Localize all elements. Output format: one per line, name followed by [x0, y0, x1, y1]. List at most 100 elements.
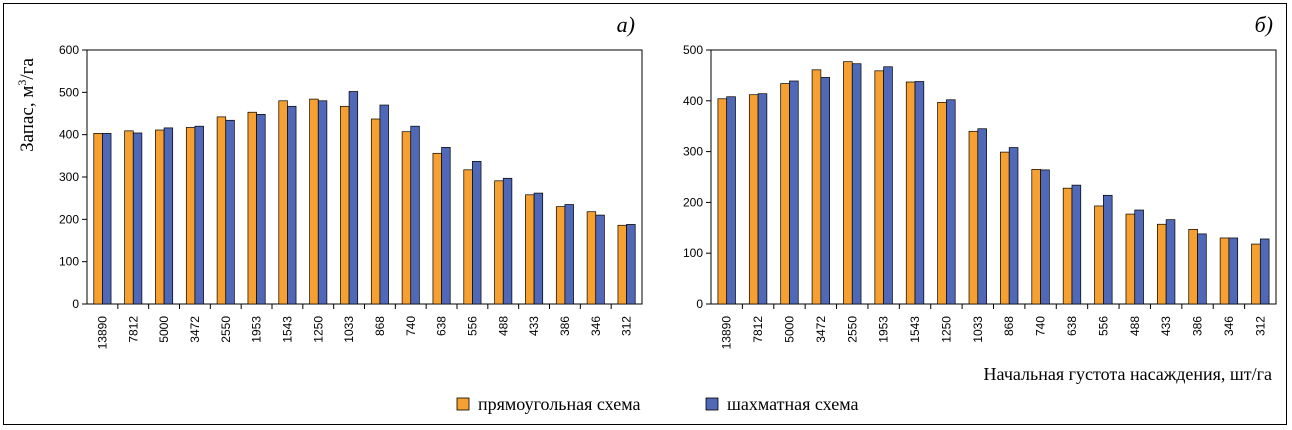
y-tick-label: 0 — [72, 297, 79, 311]
x-tick-label: 5000 — [782, 316, 796, 343]
bar-staggered — [789, 80, 799, 305]
y-tick-label: 300 — [59, 170, 79, 184]
bar-staggered — [820, 77, 830, 305]
bar-staggered — [914, 81, 925, 305]
x-tick-label: 1033 — [342, 316, 356, 343]
x-tick-label: 13890 — [720, 316, 734, 350]
bar-staggered — [1259, 238, 1270, 305]
bar-staggered — [132, 132, 143, 305]
x-tick-label: 346 — [1222, 316, 1236, 336]
bar-staggered — [883, 66, 893, 305]
bar-staggered — [410, 125, 420, 305]
bar-staggered — [1228, 237, 1239, 305]
y-axis-b: 0 100 200 300 400 500 — [683, 43, 711, 311]
bar-rectangular — [555, 206, 566, 305]
bar-rectangular — [401, 131, 412, 305]
bar-rectangular — [748, 94, 759, 305]
x-tick-label: 638 — [1065, 316, 1079, 336]
x-tick-label: 868 — [373, 316, 387, 336]
x-tick-label: 386 — [558, 316, 572, 336]
bar-rectangular — [1125, 213, 1136, 305]
bar-staggered — [1165, 219, 1176, 305]
bar-rectangular — [432, 152, 442, 305]
chart-b: б) 0 100 200 300 400 500 13890 7812 5000 3472 255… — [683, 12, 1277, 384]
bar-staggered — [1040, 169, 1050, 305]
bar-rectangular — [1188, 228, 1198, 305]
bar-staggered — [472, 160, 482, 305]
chart-a: а) Запас, м3/га 0 100 200 300 400 500 600 1389… — [15, 12, 643, 349]
y-tick-label: 400 — [683, 94, 703, 108]
bar-rectangular — [1156, 223, 1167, 305]
y-tick-label: 200 — [59, 212, 79, 226]
x-tick-label: 868 — [1002, 316, 1016, 336]
bar-rectangular — [216, 116, 227, 305]
bar-rectangular — [874, 70, 884, 305]
y-tick-label: 300 — [683, 145, 703, 159]
x-tick-label: 5000 — [157, 316, 171, 343]
x-tick-label: 433 — [1159, 316, 1173, 336]
bar-rectangular — [309, 98, 319, 305]
bars-a — [93, 91, 636, 305]
bar-staggered — [348, 91, 359, 305]
legend-label-rect: прямоугольная схема — [478, 394, 640, 414]
x-tick-label: 7812 — [751, 316, 765, 343]
bar-rectangular — [937, 101, 947, 305]
bar-staggered — [256, 113, 266, 305]
legend: прямоугольная схема шахматная схема — [456, 394, 858, 414]
x-tick-label: 433 — [527, 316, 541, 336]
x-tick-label: 2550 — [219, 316, 233, 343]
bar-staggered — [533, 192, 544, 305]
x-tick-label: 386 — [1191, 316, 1205, 336]
bar-staggered — [163, 127, 174, 305]
y-tick-label: 400 — [59, 128, 79, 142]
bar-rectangular — [185, 127, 196, 305]
bar-staggered — [287, 105, 297, 305]
bar-staggered — [946, 99, 956, 305]
bar-rectangular — [370, 118, 381, 305]
bar-rectangular — [340, 105, 350, 305]
y-tick-label: 200 — [683, 195, 703, 209]
bar-staggered — [502, 177, 513, 305]
y-tick-label: 100 — [59, 255, 79, 269]
bar-staggered — [757, 93, 768, 305]
bar-staggered — [1071, 184, 1082, 305]
bars-b — [717, 61, 1270, 305]
x-tick-label: 2550 — [845, 316, 859, 343]
bar-staggered — [977, 128, 987, 305]
x-axis-label-b: Начальная густота насаждения, шт/га — [984, 364, 1272, 384]
bar-staggered — [626, 224, 636, 305]
x-tick-label: 1250 — [311, 316, 325, 343]
bar-rectangular — [525, 194, 535, 305]
legend-label-stagger: шахматная схема — [727, 394, 858, 414]
bar-rectangular — [494, 180, 504, 305]
y-tick-label: 0 — [696, 297, 703, 311]
bar-staggered — [564, 204, 574, 305]
y-tick-label: 100 — [683, 246, 703, 260]
x-tick-label: 488 — [1128, 316, 1142, 336]
bar-staggered — [379, 104, 389, 305]
bar-rectangular — [1251, 243, 1261, 305]
x-tick-label: 638 — [435, 316, 449, 336]
bar-rectangular — [1062, 187, 1073, 305]
bar-rectangular — [811, 69, 822, 305]
bar-staggered — [726, 96, 736, 305]
x-tick-label: 3472 — [188, 316, 202, 343]
bar-staggered — [441, 147, 451, 305]
x-axis-a: 13890 7812 5000 3472 2550 1953 1543 1250 1033 868… — [95, 304, 634, 349]
bar-rectangular — [717, 98, 728, 305]
y-tick-label: 500 — [683, 43, 703, 57]
panel-label-a: а) — [617, 12, 635, 37]
x-tick-label: 556 — [1096, 316, 1110, 336]
x-tick-label: 1250 — [939, 316, 953, 343]
bar-rectangular — [1031, 169, 1041, 305]
x-axis-b: 13890 7812 5000 3472 2550 1953 1543 1250 1033 868… — [720, 304, 1267, 350]
x-tick-label: 1953 — [250, 316, 264, 343]
bar-staggered — [225, 119, 235, 305]
bar-staggered — [1197, 233, 1207, 305]
x-tick-label: 556 — [465, 316, 479, 336]
bar-rectangular — [155, 129, 165, 305]
bar-rectangular — [780, 83, 790, 305]
bar-staggered — [1008, 147, 1019, 305]
y-axis-a: 0 100 200 300 400 500 600 — [59, 43, 87, 311]
bar-rectangular — [905, 81, 916, 305]
